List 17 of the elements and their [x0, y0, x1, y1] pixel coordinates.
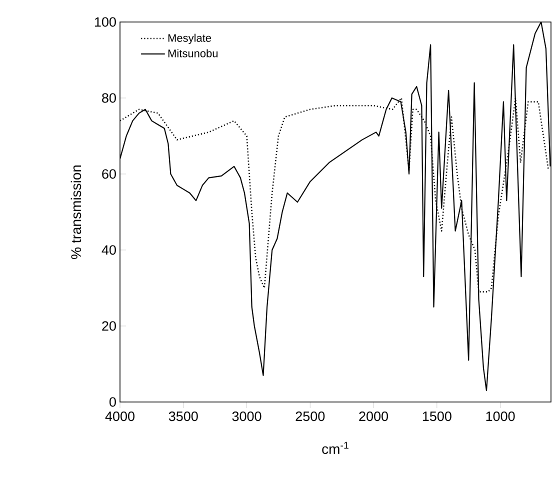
y-tick-label: 60	[102, 169, 116, 179]
x-tick-label: 1000	[486, 412, 515, 422]
y-tick-label: 100	[94, 17, 116, 27]
x-tick-label: 3500	[168, 412, 198, 422]
x-tick-label: 4000	[105, 412, 134, 422]
y-tick-label: 80	[102, 93, 116, 103]
y-tick-label: 20	[102, 321, 116, 331]
legend-label: Mesylate	[168, 34, 212, 44]
y-tick-label: 0	[110, 397, 116, 407]
x-axis-title: cm$^{-1}$	[322, 442, 348, 454]
y-axis-title: % transmission	[70, 165, 82, 259]
legend-label: Mitsunobu	[168, 49, 218, 58]
x-tick-label: 3000	[232, 412, 262, 422]
x-tick-label: 2500	[296, 412, 325, 422]
x-tick-label: 1500	[422, 412, 452, 422]
x-tick-label: 2000	[359, 412, 388, 422]
y-tick-label: 40	[102, 245, 116, 255]
